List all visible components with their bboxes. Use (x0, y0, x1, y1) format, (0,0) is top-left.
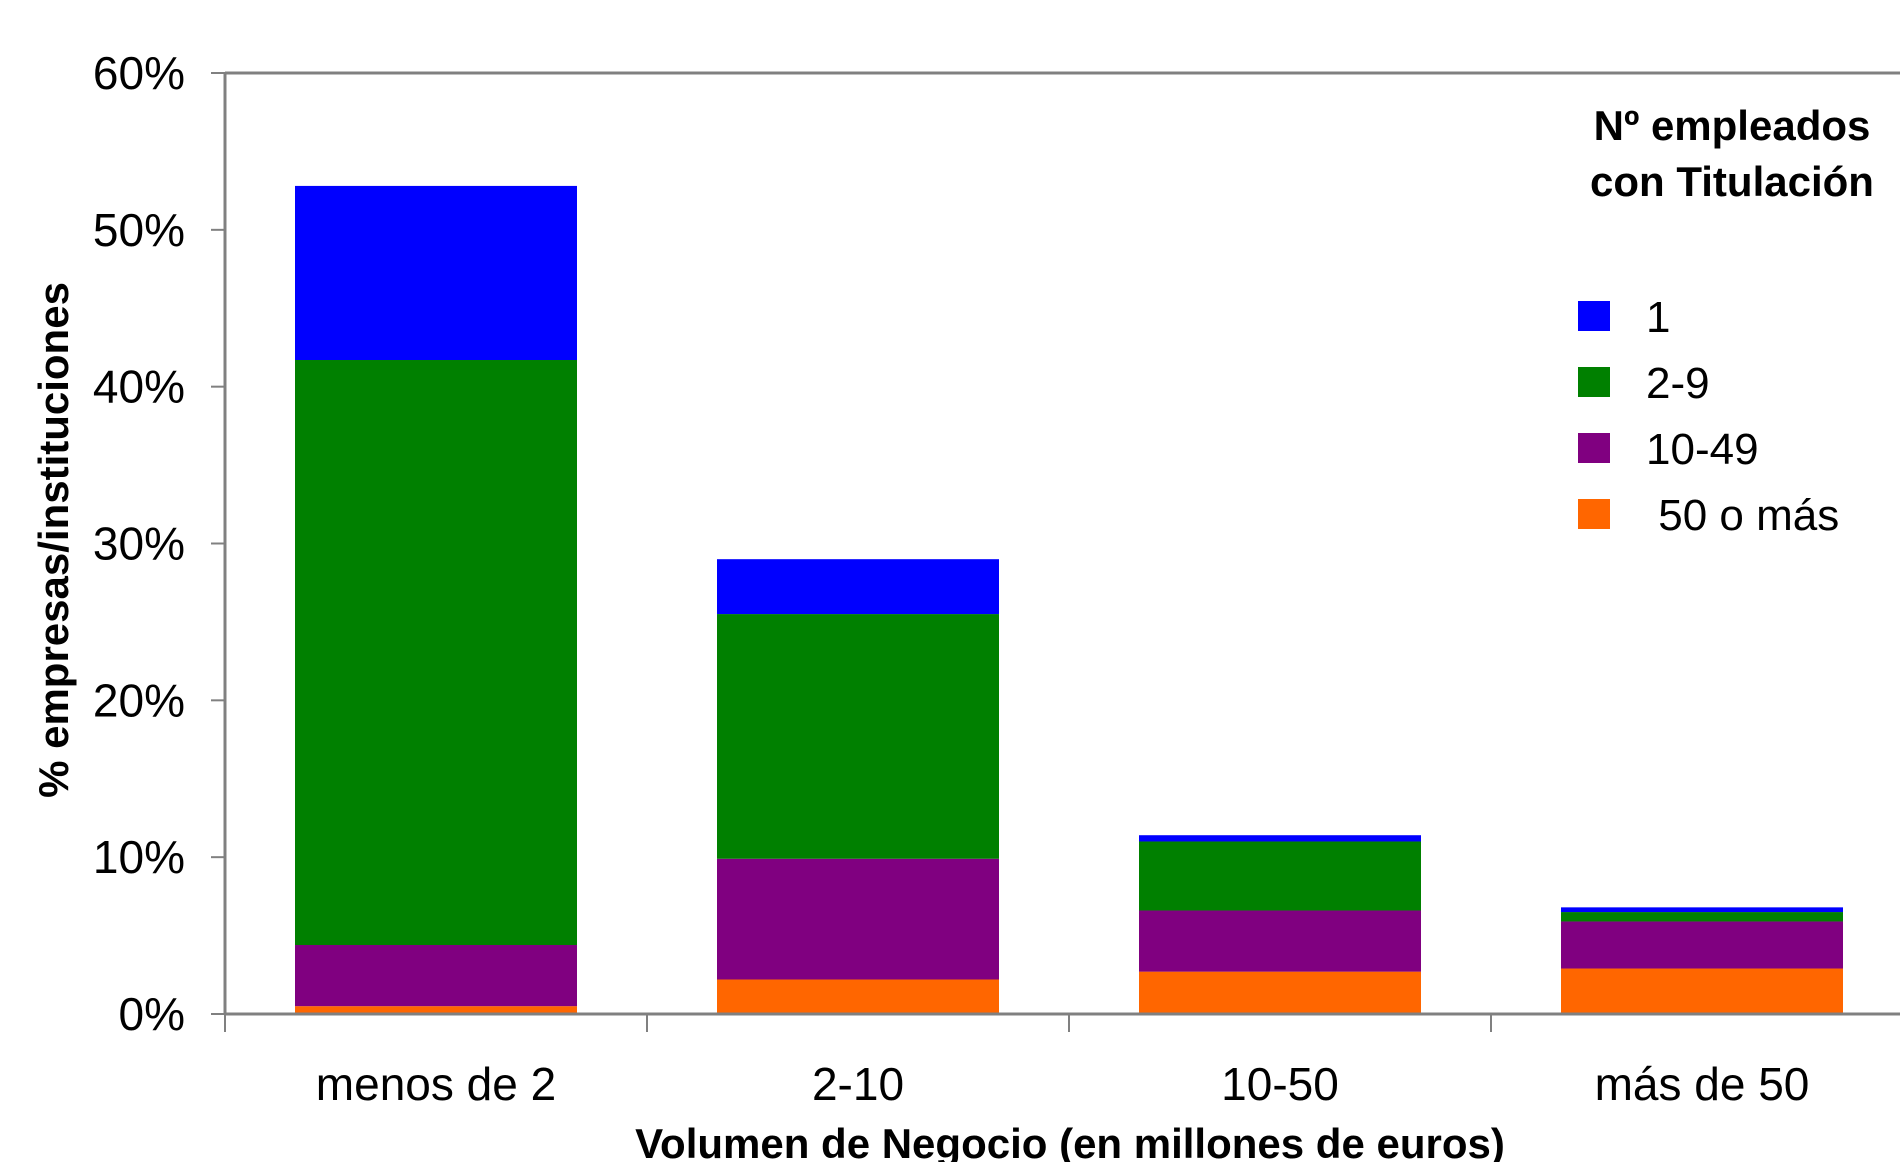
bar-segment-4-3 (1561, 912, 1843, 922)
legend-swatch-1 (1578, 301, 1610, 331)
y-tick-label-4: 30% (93, 518, 185, 570)
bar-segment-1-4 (295, 185, 577, 361)
x-tick-label-1: menos de 2 (316, 1058, 556, 1110)
x-axis: menos de 2 2-10 10-50 más de 50 (224, 1012, 1900, 1110)
bar-segment-2-4 (717, 559, 999, 615)
y-tick-label-5: 40% (93, 361, 185, 413)
bar-segment-4-2 (1561, 921, 1843, 969)
bar-segment-3-3 (1139, 841, 1421, 911)
legend-swatch-4 (1578, 499, 1610, 529)
x-axis-title: Volumen de Negocio (en millones de euros… (635, 1120, 1505, 1162)
bar-segment-1-1 (295, 1006, 577, 1014)
bar-segment-1-2 (295, 944, 577, 1007)
legend-title-line-1: Nº empleados (1594, 102, 1871, 149)
y-tick-label-6: 50% (93, 204, 185, 256)
legend-label-4: 50 o más (1646, 491, 1839, 540)
bar-segment-4-4 (1561, 907, 1843, 913)
y-tick-label-1: 0% (119, 988, 185, 1040)
x-tick-label-4: más de 50 (1595, 1058, 1810, 1110)
y-axis: 0% 10% 20% 30% 40% 50% 60% (93, 47, 227, 1040)
bar-segment-3-2 (1139, 910, 1421, 972)
x-tick-label-2: 2-10 (812, 1058, 904, 1110)
legend-title-line-2: con Titulación (1590, 158, 1874, 205)
bars-group (295, 185, 1843, 1014)
y-axis-title: % empresas/instituciones (30, 282, 77, 798)
legend-label-3: 10-49 (1646, 425, 1759, 474)
bar-segment-2-1 (717, 979, 999, 1014)
y-tick-label-2: 10% (93, 831, 185, 883)
bar-segment-2-3 (717, 614, 999, 859)
x-tick-label-3: 10-50 (1221, 1058, 1339, 1110)
bar-segment-1-3 (295, 360, 577, 945)
bar-segment-3-4 (1139, 835, 1421, 842)
legend-label-2: 2-9 (1646, 359, 1710, 408)
legend-swatch-3 (1578, 433, 1610, 463)
bar-segment-4-1 (1561, 968, 1843, 1014)
legend: Nº empleados con Titulación 1 2-9 10-49 50… (1578, 102, 1874, 540)
legend-items: 1 2-9 10-49 50 o más (1578, 293, 1839, 540)
bar-segment-3-1 (1139, 971, 1421, 1014)
bar-segment-2-2 (717, 858, 999, 980)
y-tick-label-7: 60% (93, 47, 185, 99)
legend-label-1: 1 (1646, 293, 1670, 342)
y-tick-label-3: 20% (93, 674, 185, 726)
legend-swatch-2 (1578, 367, 1610, 397)
